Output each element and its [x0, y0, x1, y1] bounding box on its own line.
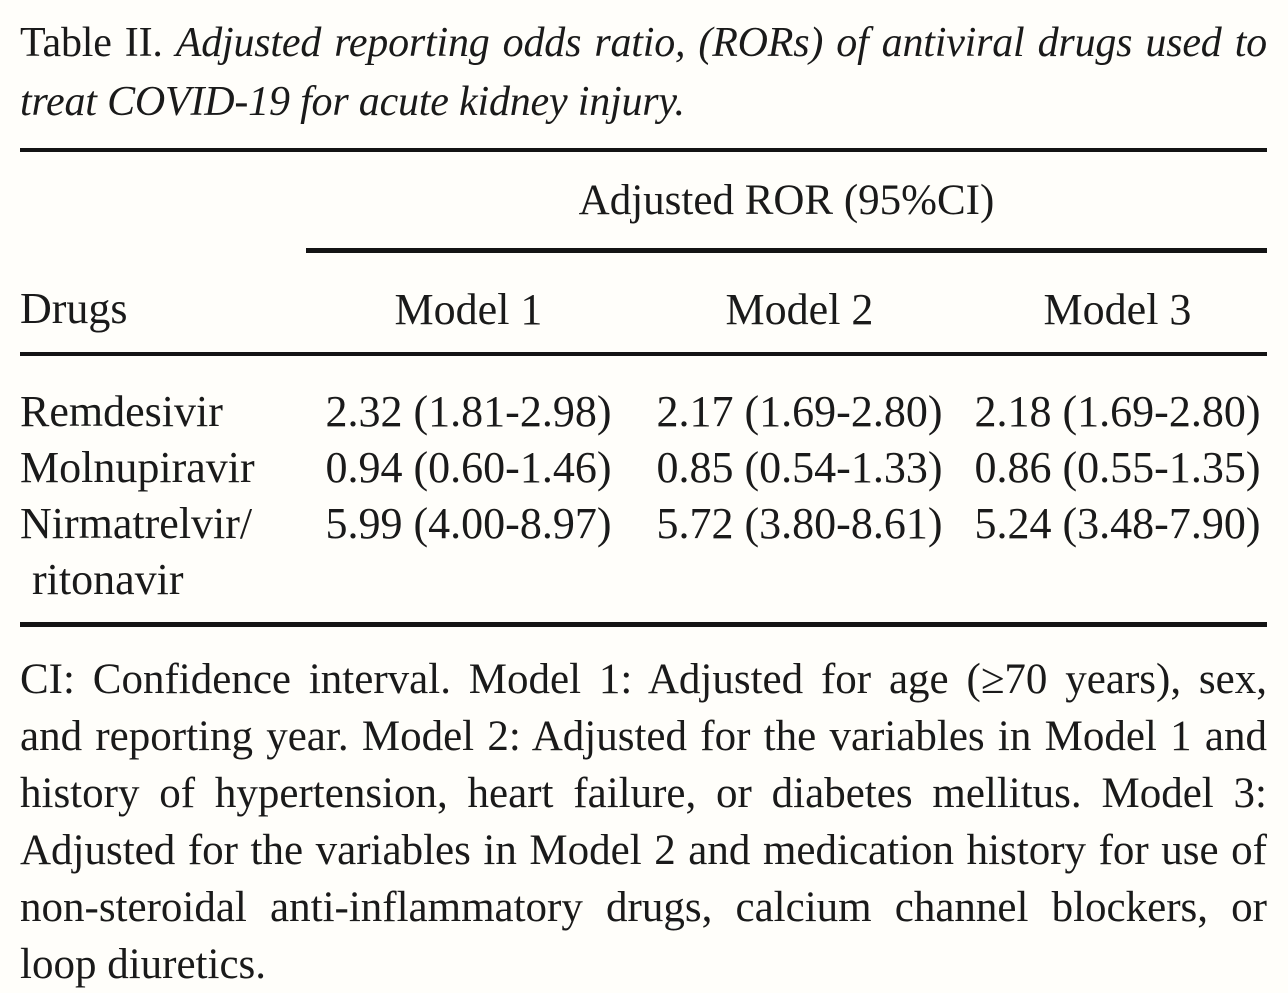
table-row-remdesivir: Remdesivir 2.32 (1.81-2.98) 2.17 (1.69-2…: [20, 354, 1267, 440]
table-row-molnupiravir: Molnupiravir 0.94 (0.60-1.46) 0.85 (0.54…: [20, 440, 1267, 496]
drug-name-line1: Nirmatrelvir/: [20, 499, 253, 548]
column-header-drugs: Drugs: [20, 250, 306, 356]
ror-value-model2: 0.85 (0.54-1.33): [656, 443, 943, 492]
drug-name: Remdesivir: [20, 387, 223, 436]
ror-value-model2: 2.17 (1.69-2.80): [656, 387, 943, 436]
ror-table: Adjusted ROR (95%CI) Drugs Model 1 Model…: [20, 148, 1267, 627]
ror-value-model3: 0.86 (0.55-1.35): [974, 443, 1261, 492]
column-header-model2: Model 2: [631, 250, 968, 356]
table-caption: Adjusted reporting odds ratio, (RORs) of…: [20, 20, 1267, 125]
ror-value-model2: 5.72 (3.80-8.61): [631, 496, 968, 627]
drug-name: Nirmatrelvir/ ritonavir: [20, 496, 306, 627]
table-footnote: CI: Confidence interval. Model 1: Adjust…: [20, 656, 1267, 988]
ror-value-model3: 5.24 (3.48-7.90): [968, 496, 1267, 627]
drug-name: Molnupiravir: [20, 443, 255, 492]
corner-cell: [20, 150, 306, 251]
column-header-model3: Model 3: [968, 250, 1267, 356]
ror-value-model3: 2.18 (1.69-2.80): [974, 387, 1261, 436]
table-title: Table II. Adjusted reporting odds ratio,…: [20, 14, 1267, 132]
column-header-row: Drugs Model 1 Model 2 Model 3: [20, 250, 1267, 356]
ror-value-model1: 2.32 (1.81-2.98): [325, 387, 612, 436]
spanner-header-row: Adjusted ROR (95%CI): [20, 150, 1267, 253]
ror-value-model1: 5.99 (4.00-8.97): [306, 496, 631, 627]
column-header-model1: Model 1: [306, 250, 631, 356]
drug-name-line2: ritonavir: [32, 555, 184, 604]
table-row-nirmatrelvir-ritonavir: Nirmatrelvir/ ritonavir 5.99 (4.00-8.97)…: [20, 496, 1267, 627]
spanner-header: Adjusted ROR (95%CI): [306, 150, 1267, 253]
table-number-label: Table II.: [20, 20, 163, 66]
ror-value-model1: 0.94 (0.60-1.46): [325, 443, 612, 492]
